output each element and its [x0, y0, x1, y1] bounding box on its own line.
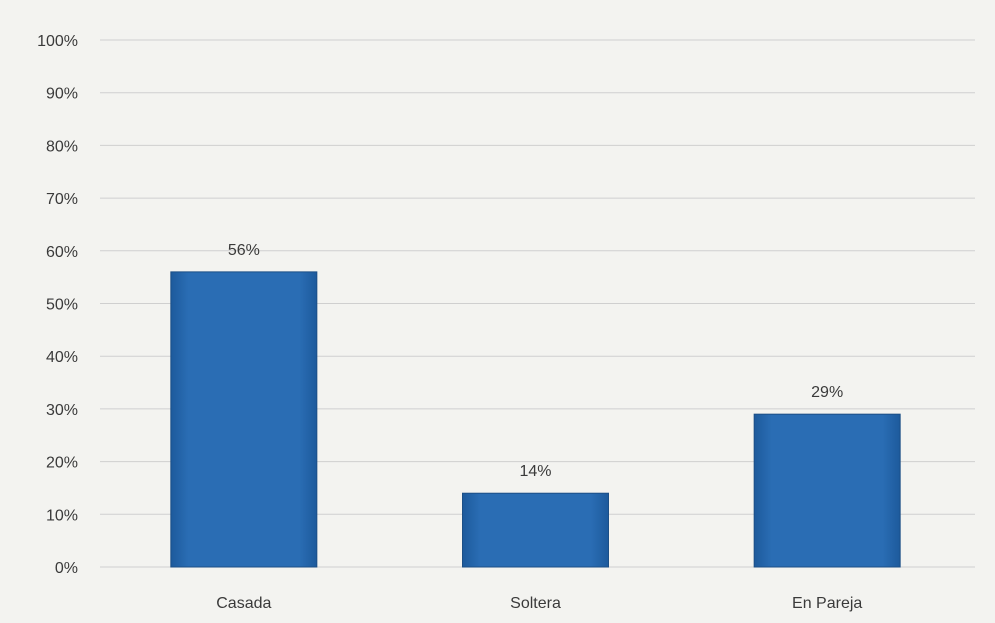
bar-en-pareja	[753, 413, 901, 568]
y-tick-label: 0%	[55, 560, 78, 577]
y-tick-label: 70%	[46, 191, 78, 208]
y-tick-label: 10%	[46, 507, 78, 524]
bar-casada	[170, 271, 318, 568]
data-label: 29%	[811, 384, 843, 401]
data-label: 56%	[228, 242, 260, 259]
y-tick-label: 50%	[46, 297, 78, 314]
data-labels: 56% 14% 29%	[228, 242, 843, 480]
y-tick-label: 30%	[46, 402, 78, 419]
bars	[170, 271, 901, 568]
y-tick-label: 90%	[46, 86, 78, 103]
y-tick-label: 20%	[46, 455, 78, 472]
x-category-label: En Pareja	[792, 595, 862, 612]
x-axis-categories: Casada Soltera En Pareja	[216, 595, 862, 612]
y-tick-label: 40%	[46, 349, 78, 366]
bar-soltera	[462, 492, 609, 568]
y-tick-label: 100%	[37, 33, 78, 50]
x-category-label: Casada	[216, 595, 271, 612]
y-axis-ticks: 0% 10% 20% 30% 40% 50% 60% 70% 80% 90% 100%	[37, 33, 78, 577]
y-tick-label: 60%	[46, 244, 78, 261]
y-tick-label: 80%	[46, 138, 78, 155]
x-category-label: Soltera	[510, 595, 561, 612]
data-label: 14%	[519, 463, 551, 480]
